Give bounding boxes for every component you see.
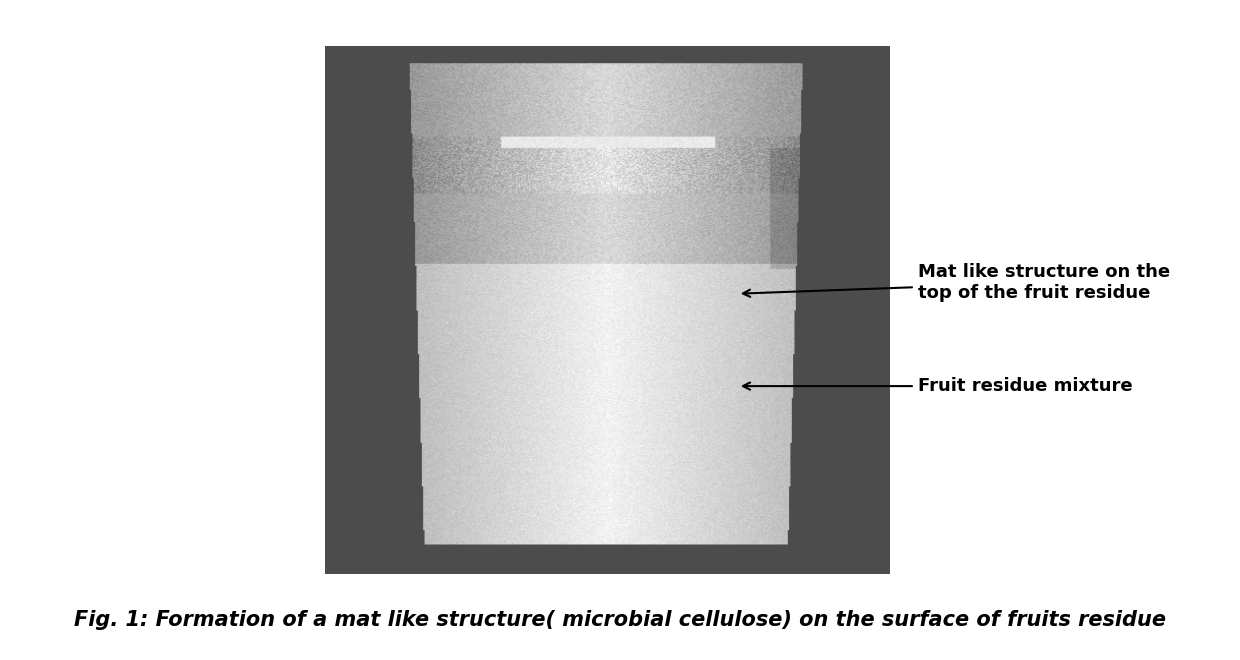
Text: Mat like structure on the
top of the fruit residue: Mat like structure on the top of the fru… xyxy=(743,263,1169,302)
Text: Fig. 1: Formation of a mat like structure( microbial cellulose) on the surface o: Fig. 1: Formation of a mat like structur… xyxy=(74,610,1166,630)
Text: Fruit residue mixture: Fruit residue mixture xyxy=(743,377,1132,395)
